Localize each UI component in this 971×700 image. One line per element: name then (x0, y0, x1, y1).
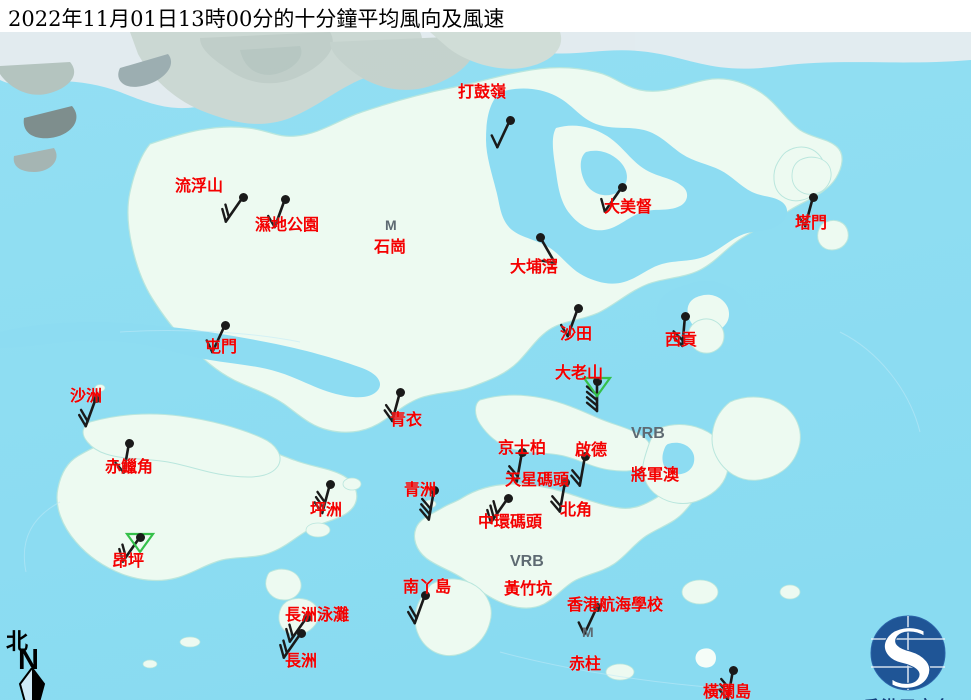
station-dot-icon (592, 376, 602, 386)
hko-name-zh: 香港天文台 (846, 693, 971, 700)
station-name-label: 沙田 (560, 324, 593, 343)
station-dot-icon (124, 438, 134, 448)
hko-emblem-icon (870, 615, 946, 691)
station-dot-icon (505, 115, 515, 125)
map-geography (0, 32, 971, 700)
station-dot-icon (429, 485, 439, 495)
hko-logo: 香港天文台 HONG KONG OBSERVATORY (846, 615, 971, 700)
missing-data-code: M (582, 624, 594, 640)
wind-barb-icon (406, 593, 427, 625)
page-title: 2022年11月01日13時00分的十分鐘平均風向及風速 (8, 7, 505, 31)
variable-wind-code: VRB (510, 553, 544, 570)
station-name-label: 橫瀾島 (703, 682, 752, 700)
station-dot-icon (280, 194, 290, 204)
wind-barb-icon (266, 197, 287, 229)
station-name-label: 青衣 (390, 410, 423, 429)
mainland-satellite (0, 32, 971, 172)
station-name-label: 青洲 (404, 480, 437, 499)
station-dot-icon (617, 182, 627, 192)
station-dot-icon (135, 532, 145, 542)
station-name-label: 黃竹坑 (504, 579, 553, 598)
station-name-label: 赤鱲角 (105, 457, 154, 476)
wind-barb-icon (77, 396, 98, 428)
wind-barb-icon (114, 441, 131, 474)
station-name-label: 北角 (560, 500, 593, 519)
tolo-harbour (486, 88, 788, 284)
wind-barb-icon (205, 323, 227, 354)
station-name-label: 天星碼頭 (505, 470, 570, 489)
wind-barb-icon (577, 605, 599, 636)
station-name-label: 屯門 (205, 337, 238, 356)
wind-barb-icon (671, 314, 687, 348)
station-name-label: 西貢 (665, 330, 698, 349)
title-bar: 2022年11月01日13時00分的十分鐘平均風向及風速 (0, 0, 971, 32)
tseung-kwan-o (642, 424, 729, 504)
compass-label-cn: 北 (6, 629, 29, 655)
station-name-label: 濕地公園 (255, 215, 320, 234)
station-name-label: 打鼓嶺 (458, 82, 507, 101)
wind-barb-icon (559, 306, 580, 338)
sai-kung-coast (656, 146, 849, 354)
station-dot-icon (91, 393, 101, 403)
station-name-label: 中環碼頭 (478, 512, 543, 531)
wind-barb-icon (507, 450, 524, 483)
missing-data-code: M (385, 217, 397, 233)
station-name-label: 塔門 (795, 213, 828, 232)
station-dot-icon (592, 602, 602, 612)
station-dot-icon (238, 192, 248, 202)
station-name-label: 南丫島 (403, 577, 452, 596)
wind-barb-icon (383, 390, 402, 423)
station-name-label: 赤柱 (569, 654, 602, 673)
wind-barb-icon (570, 454, 587, 487)
compass-needle-icon (18, 668, 46, 700)
station-dot-icon (728, 665, 738, 675)
castle-peak-bay (0, 322, 381, 398)
station-name-label: 京士柏 (498, 438, 547, 457)
chek-lap-kok-airport (82, 413, 281, 478)
station-dot-icon (395, 387, 405, 397)
station-name-label: 將軍澳 (631, 465, 680, 484)
station-dot-icon (420, 590, 430, 600)
station-name-label: 大美督 (604, 197, 653, 216)
station-name-label: 流浮山 (175, 176, 224, 195)
station-dot-icon (808, 192, 818, 202)
station-name-label: 昂坪 (112, 551, 145, 570)
station-name-label: 香港航海學校 (567, 595, 664, 614)
clearwater-bay (711, 396, 801, 481)
station-name-label: 啟德 (575, 440, 608, 459)
wind-barb-icon (419, 488, 436, 521)
wind-barb-icon (490, 118, 512, 149)
wind-barb-icon (313, 482, 332, 515)
station-dot-icon (573, 303, 583, 313)
kowloon-peninsula (475, 394, 652, 472)
station-dot-icon (503, 493, 513, 503)
station-dot-icon (580, 451, 590, 461)
station-name-label: 沙洲 (70, 386, 103, 405)
station-name-label: 坪洲 (310, 500, 343, 519)
station-dot-icon (535, 232, 545, 242)
compass-rose: 北 N (4, 624, 74, 700)
wind-barb-icon (718, 668, 735, 700)
variable-wind-code: VRB (631, 425, 665, 442)
station-name-label: 大埔滘 (510, 257, 559, 276)
station-dot-icon (325, 479, 335, 489)
station-dot-icon (220, 320, 230, 330)
compass-label-en: N (18, 644, 39, 676)
station-dot-icon (560, 477, 570, 487)
wind-barb-icon (796, 195, 815, 228)
map-canvas[interactable]: 打鼓嶺流浮山濕地公園 M 石崗 大美督塔門大埔滘屯門 沙田 西貢大老山沙洲青衣赤鱲角 京士柏… (0, 32, 971, 700)
wind-barb-icon (550, 480, 567, 513)
sea-texture (23, 329, 921, 689)
landmass-hong-kong-island (413, 474, 699, 609)
station-dot-icon (517, 447, 527, 457)
station-name-label: 長洲 (285, 651, 318, 670)
station-dot-icon (302, 612, 312, 622)
station-name-label: 石崗 (374, 237, 407, 256)
station-dot-icon (296, 628, 306, 638)
station-name-label: 大老山 (555, 363, 604, 382)
station-name-label: 長洲泳灘 (285, 605, 350, 624)
station-dot-icon (680, 311, 690, 321)
